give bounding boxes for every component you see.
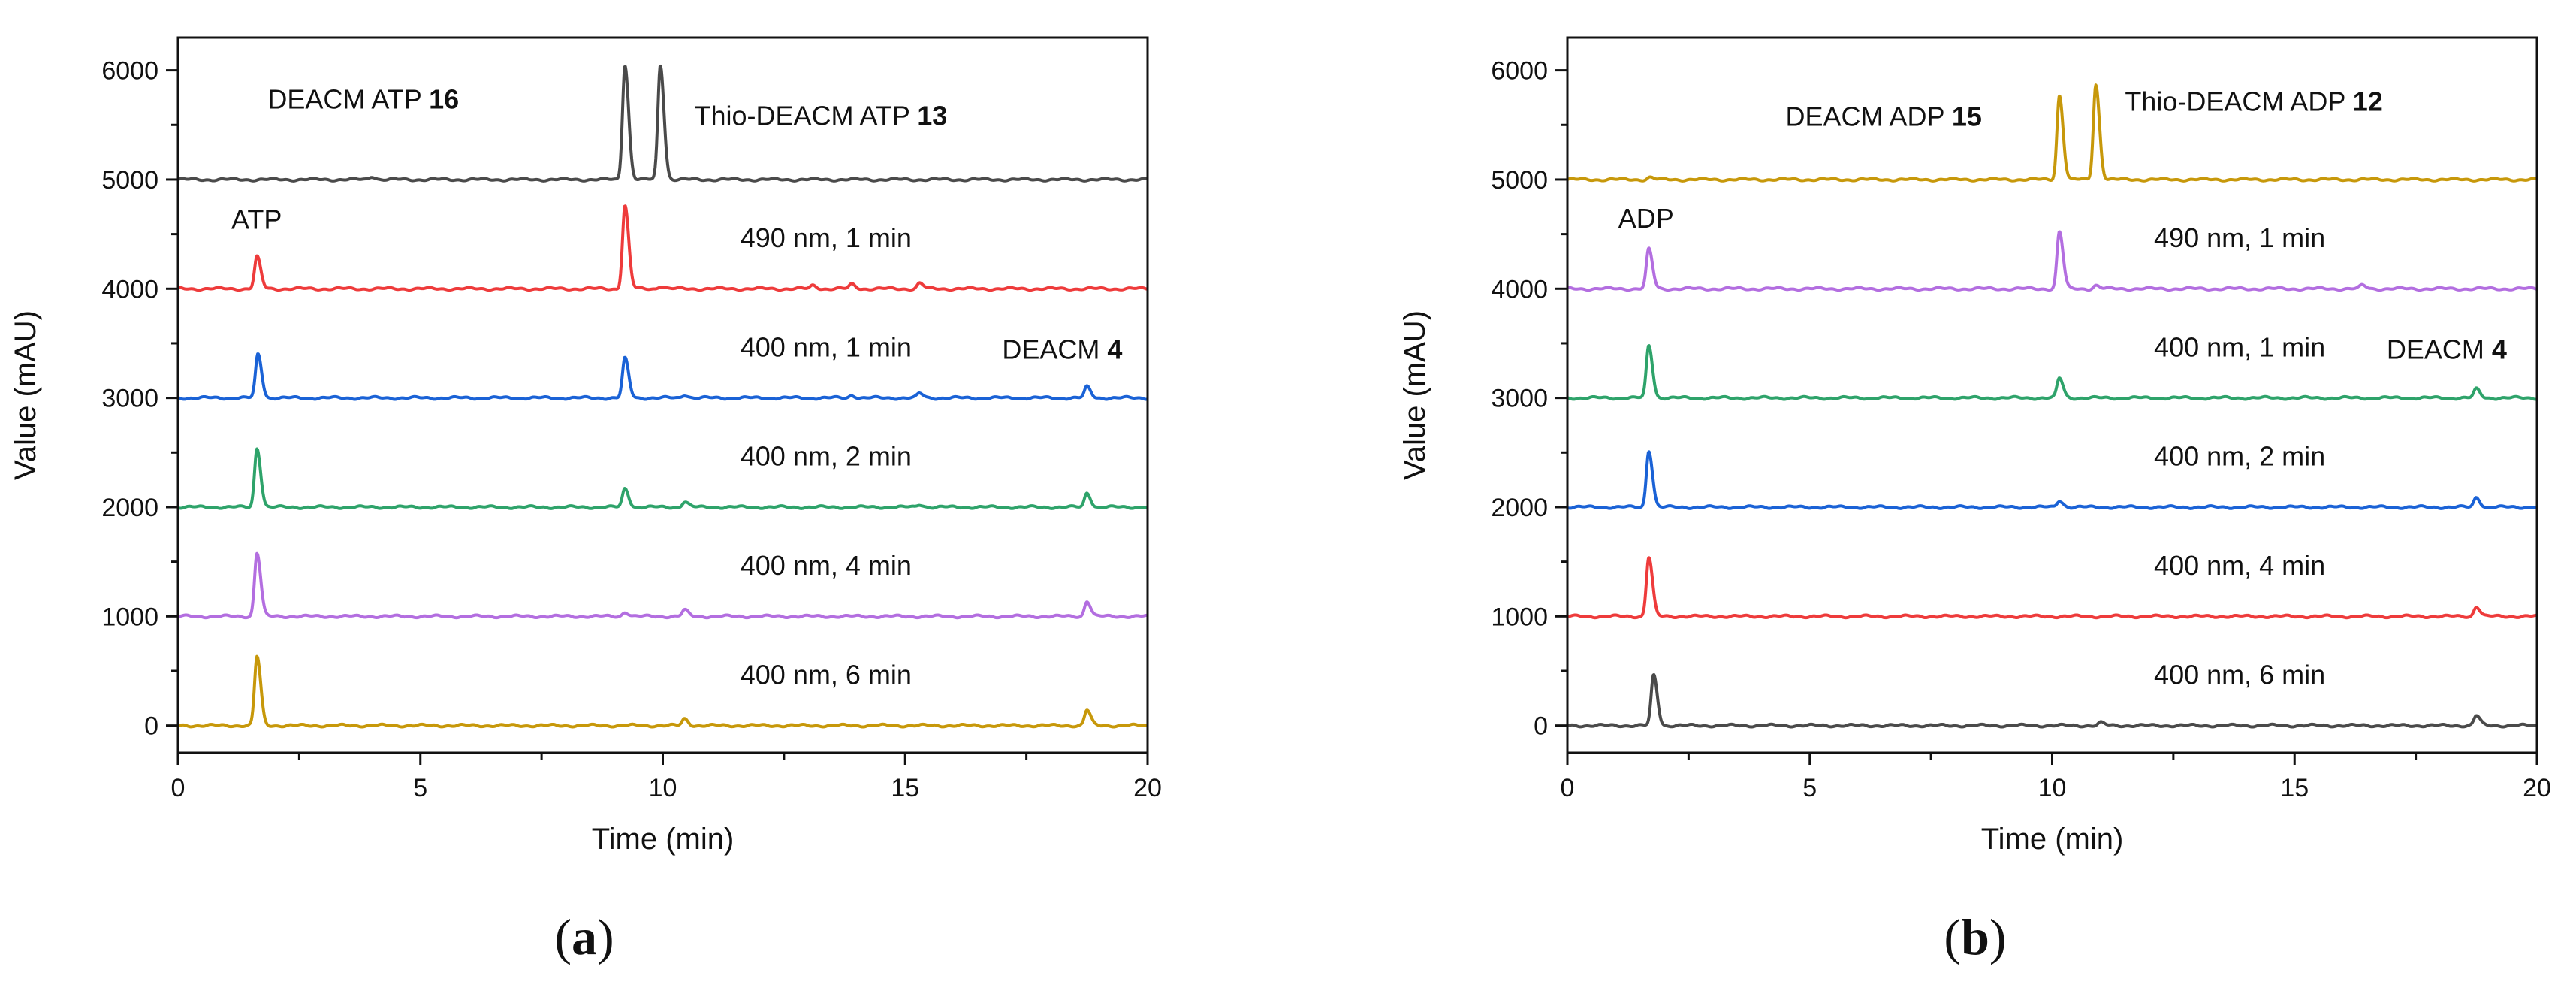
annotation-text-b-7: 400 nm, 4 min <box>2154 550 2325 581</box>
x-axis-label-b: Time (min) <box>1981 823 2124 856</box>
trace-a-1 <box>176 204 1149 292</box>
chart-panel-b: 0 5 10 15 20 0 1000 2000 3000 4000 5000 6000 Time (m… <box>1398 36 2551 856</box>
trace-b-0 <box>1566 83 2538 183</box>
figure-label-a-letter: a <box>572 908 597 965</box>
y-axis-label-a: Value (mAU) <box>9 310 42 480</box>
annotation-a-7: 400 nm, 4 min <box>741 550 912 581</box>
trace-a-4 <box>176 551 1149 620</box>
annotation-a-1: Thio-DEACM ATP 13 <box>694 100 947 131</box>
annotation-b-5: DEACM 4 <box>2387 334 2507 364</box>
trace-a-3 <box>176 447 1149 510</box>
annotation-text-b-5: DEACM <box>2387 334 2492 364</box>
trace-a-0 <box>176 64 1149 183</box>
y-tick-label-b-4: 4000 <box>1491 275 1548 304</box>
x-tick-label-a-3: 15 <box>891 774 919 802</box>
annotation-text-a-3: 490 nm, 1 min <box>741 222 912 253</box>
annotation-b-0: DEACM ADP 15 <box>1785 101 1981 132</box>
annotation-bold-b-1: 12 <box>2353 86 2383 116</box>
annotation-b-8: 400 nm, 6 min <box>2154 659 2325 690</box>
x-tick-label-a-4: 20 <box>1133 774 1162 802</box>
x-tick-label-b-0: 0 <box>1561 774 1575 802</box>
annotation-text-b-4: 400 nm, 1 min <box>2154 331 2325 362</box>
y-tick-label-b-6: 6000 <box>1491 57 1548 86</box>
x-tick-label-a-1: 5 <box>413 774 427 802</box>
figure-label-b-letter: b <box>1961 908 1989 965</box>
x-tick-label-b-1: 5 <box>1802 774 1817 802</box>
y-tick-label-a-3: 3000 <box>101 385 158 413</box>
figure-label-a-open: ( <box>554 908 572 965</box>
x-tick-label-a-2: 10 <box>649 774 677 802</box>
trace-a-2 <box>176 352 1149 401</box>
y-tick-label-b-5: 5000 <box>1491 166 1548 195</box>
annotation-text-a-6: 400 nm, 2 min <box>741 441 912 472</box>
y-tick-label-a-6: 6000 <box>101 57 158 86</box>
annotation-bold-a-0: 16 <box>429 83 459 114</box>
figure-label-a: (a) <box>554 908 614 965</box>
plot-frame-a <box>176 36 1149 754</box>
y-tick-label-b-3: 3000 <box>1491 385 1548 413</box>
annotation-text-b-0: DEACM ADP <box>1785 101 1951 132</box>
annotation-a-3: 490 nm, 1 min <box>741 222 912 253</box>
x-tick-label-b-4: 20 <box>2523 774 2551 802</box>
figure-label-b-open: ( <box>1944 908 1961 965</box>
y-tick-label-b-0: 0 <box>1534 712 1548 741</box>
annotation-text-a-8: 400 nm, 6 min <box>741 659 912 690</box>
x-tick-label-b-3: 15 <box>2280 774 2309 802</box>
trace-b-1 <box>1566 230 2538 292</box>
trace-b-5 <box>1566 672 2538 729</box>
annotation-a-8: 400 nm, 6 min <box>741 659 912 690</box>
annotation-text-a-1: Thio-DEACM ATP <box>694 100 917 131</box>
annotation-text-a-2: ATP <box>231 204 282 234</box>
x-tick-label-b-2: 10 <box>2038 774 2067 802</box>
annotation-a-0: DEACM ATP 16 <box>267 83 459 114</box>
trace-b-2 <box>1566 344 2538 401</box>
annotation-b-6: 400 nm, 2 min <box>2154 441 2325 472</box>
annotation-text-b-1: Thio-DEACM ADP <box>2125 86 2352 116</box>
y-tick-label-a-5: 5000 <box>101 166 158 195</box>
annotation-text-a-0: DEACM ATP <box>267 83 429 114</box>
annotation-text-b-6: 400 nm, 2 min <box>2154 441 2325 472</box>
y-tick-label-a-4: 4000 <box>101 275 158 304</box>
figure-label-b: (b) <box>1944 908 2006 965</box>
y-tick-label-b-1: 1000 <box>1491 603 1548 631</box>
y-tick-label-a-1: 1000 <box>101 603 158 631</box>
annotation-text-a-7: 400 nm, 4 min <box>741 550 912 581</box>
x-tick-label-a-0: 0 <box>171 774 186 802</box>
annotation-a-4: 400 nm, 1 min <box>741 331 912 362</box>
annotation-a-5: DEACM 4 <box>1002 334 1122 364</box>
annotation-b-3: 490 nm, 1 min <box>2154 222 2325 253</box>
annotation-b-2: ADP <box>1618 203 1674 234</box>
annotation-text-b-3: 490 nm, 1 min <box>2154 222 2325 253</box>
y-tick-label-a-0: 0 <box>144 712 158 741</box>
annotation-a-2: ATP <box>231 204 282 234</box>
figure-label-a-close: ) <box>597 908 614 965</box>
chart-panel-a: 0 5 10 15 20 0 1000 2000 3000 4000 5000 6000 Time (m… <box>9 36 1162 856</box>
trace-b-3 <box>1566 450 2538 510</box>
y-axis-label-b: Value (mAU) <box>1398 310 1431 480</box>
annotation-bold-a-1: 13 <box>917 100 947 131</box>
annotation-b-4: 400 nm, 1 min <box>2154 331 2325 362</box>
annotation-text-a-4: 400 nm, 1 min <box>741 331 912 362</box>
y-tick-label-b-2: 2000 <box>1491 494 1548 522</box>
trace-b-4 <box>1566 556 2538 620</box>
y-tick-label-a-2: 2000 <box>101 494 158 522</box>
annotation-bold-b-5: 4 <box>2492 334 2507 364</box>
annotation-text-a-5: DEACM <box>1002 334 1107 364</box>
annotation-text-b-2: ADP <box>1618 203 1674 234</box>
annotation-b-7: 400 nm, 4 min <box>2154 550 2325 581</box>
annotation-text-b-8: 400 nm, 6 min <box>2154 659 2325 690</box>
x-axis-label-a: Time (min) <box>592 823 734 856</box>
trace-a-5 <box>176 654 1149 729</box>
annotation-bold-a-5: 4 <box>1107 334 1122 364</box>
annotation-b-1: Thio-DEACM ADP 12 <box>2125 86 2382 116</box>
figure-label-b-close: ) <box>1989 908 2007 965</box>
annotation-a-6: 400 nm, 2 min <box>741 441 912 472</box>
annotation-bold-b-0: 15 <box>1952 101 1982 132</box>
